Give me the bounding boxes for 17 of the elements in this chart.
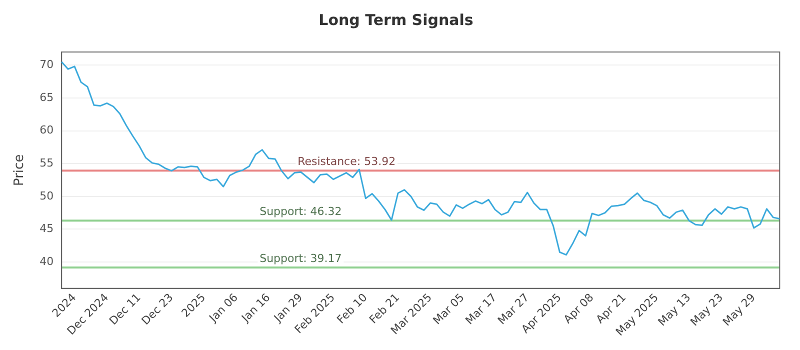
- ref-line-label: Support: 46.32: [260, 204, 342, 218]
- chart-title: Long Term Signals: [318, 10, 474, 29]
- ref-line-label: Resistance: 53.92: [298, 155, 396, 168]
- y-tick-label: 65: [40, 90, 54, 104]
- y-tick-label: 40: [40, 254, 54, 268]
- x-tick-label: Jan 16: [238, 290, 273, 326]
- y-tick-label: 45: [40, 222, 54, 236]
- y-tick-label: 70: [40, 58, 54, 71]
- y-tick-label: 50: [40, 189, 54, 202]
- x-tick-label: Feb 10: [334, 290, 370, 326]
- y-tick-label: 60: [40, 124, 54, 137]
- x-tick-label: Dec 23: [139, 290, 176, 328]
- ref-line-label: Support: 39.17: [260, 252, 342, 265]
- x-tick-label: Jan 06: [206, 290, 240, 326]
- y-tick-label: 55: [40, 156, 54, 170]
- y-axis-title: Price: [12, 154, 28, 186]
- x-tick-label: Apr 08: [561, 290, 596, 326]
